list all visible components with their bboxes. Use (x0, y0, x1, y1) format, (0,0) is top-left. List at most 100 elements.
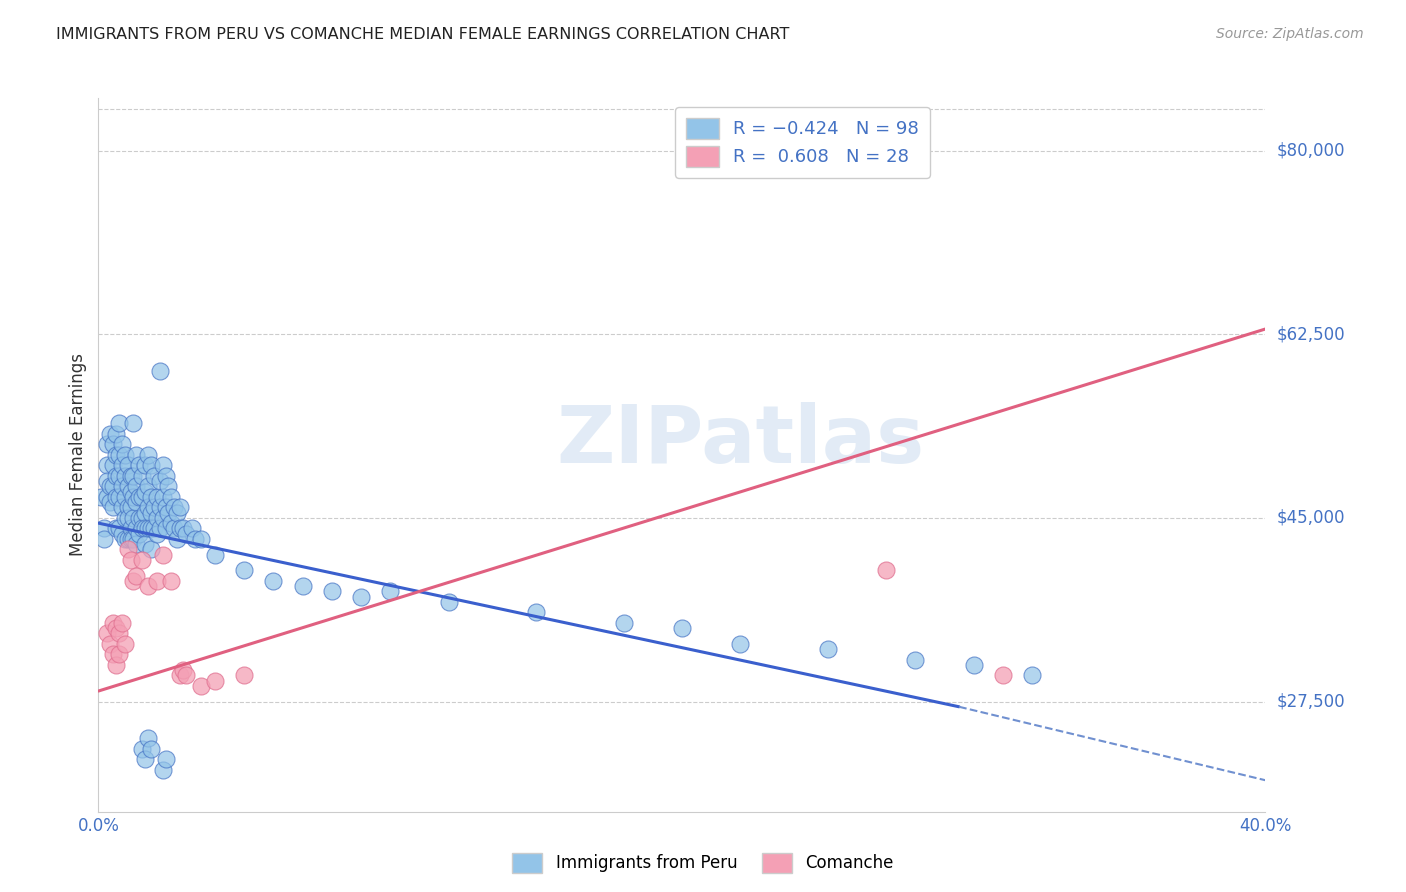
Point (111, 458, 134, 473)
Point (111, 615, 134, 630)
Point (125, 495, 148, 509)
Point (155, 752, 177, 766)
Point (291, 579, 314, 593)
Point (134, 521, 156, 535)
Point (108, 521, 131, 535)
Point (139, 458, 162, 473)
Point (108, 648, 131, 662)
Point (101, 479, 124, 493)
Point (962, 657, 984, 672)
Point (131, 469, 153, 483)
Point (671, 621, 693, 635)
Point (122, 490, 145, 504)
Point (152, 490, 174, 504)
Point (160, 574, 183, 588)
Point (128, 490, 150, 504)
Point (166, 506, 188, 520)
Point (160, 516, 183, 530)
Point (111, 526, 134, 541)
Point (146, 526, 169, 541)
Point (101, 437, 124, 451)
Point (524, 605, 547, 619)
Point (136, 479, 159, 493)
Point (120, 532, 142, 546)
Point (142, 500, 165, 515)
Point (134, 484, 156, 499)
Point (131, 511, 153, 525)
Legend: Immigrants from Peru, Comanche: Immigrants from Peru, Comanche (506, 847, 900, 880)
Point (117, 532, 139, 546)
Point (136, 731, 159, 746)
Point (93, 532, 115, 546)
Point (120, 500, 142, 515)
Text: Source: ZipAtlas.com: Source: ZipAtlas.com (1216, 27, 1364, 41)
Point (728, 144, 751, 158)
Point (146, 574, 169, 588)
Point (136, 448, 159, 462)
Point (104, 657, 127, 672)
Point (111, 437, 134, 451)
Point (101, 615, 124, 630)
Point (122, 469, 145, 483)
Point (125, 537, 148, 551)
Point (122, 574, 145, 588)
Text: $45,000: $45,000 (1277, 508, 1346, 527)
Point (117, 542, 139, 557)
Point (149, 500, 172, 515)
Point (612, 615, 634, 630)
Point (172, 663, 194, 677)
Text: ZIPatlas: ZIPatlas (557, 401, 924, 480)
Point (163, 521, 186, 535)
Point (174, 526, 197, 541)
Point (134, 506, 156, 520)
Point (149, 521, 172, 535)
Point (152, 763, 174, 777)
Y-axis label: Median Female Earnings: Median Female Earnings (69, 353, 87, 557)
Point (152, 511, 174, 525)
Point (111, 500, 134, 515)
Point (120, 469, 142, 483)
Point (128, 526, 150, 541)
Point (204, 673, 226, 688)
Point (96, 458, 118, 473)
Point (169, 500, 191, 515)
Point (149, 474, 172, 488)
Point (114, 469, 136, 483)
Point (321, 584, 343, 599)
Point (139, 542, 162, 557)
Point (108, 626, 131, 640)
Legend: R = −0.424   N = 98, R =  0.608   N = 28: R = −0.424 N = 98, R = 0.608 N = 28 (675, 107, 929, 178)
Point (101, 648, 124, 662)
Point (131, 521, 153, 535)
Point (104, 521, 127, 535)
Point (98, 637, 121, 651)
Point (131, 553, 153, 567)
Point (204, 548, 226, 562)
Point (117, 511, 139, 525)
Point (139, 741, 162, 756)
Point (155, 521, 177, 535)
Point (98, 495, 121, 509)
Point (169, 521, 191, 535)
Point (183, 532, 205, 546)
Point (96, 474, 118, 488)
Point (125, 568, 148, 582)
Point (101, 500, 124, 515)
Point (122, 511, 145, 525)
Point (122, 417, 145, 431)
Point (120, 521, 142, 535)
Point (114, 448, 136, 462)
Point (139, 506, 162, 520)
Point (122, 532, 145, 546)
Point (98, 426, 121, 441)
Point (114, 511, 136, 525)
Point (114, 490, 136, 504)
Point (350, 590, 373, 604)
Point (180, 521, 202, 535)
Point (157, 506, 180, 520)
Point (437, 595, 460, 609)
Point (117, 500, 139, 515)
Point (155, 469, 177, 483)
Point (146, 511, 169, 525)
Point (136, 521, 159, 535)
